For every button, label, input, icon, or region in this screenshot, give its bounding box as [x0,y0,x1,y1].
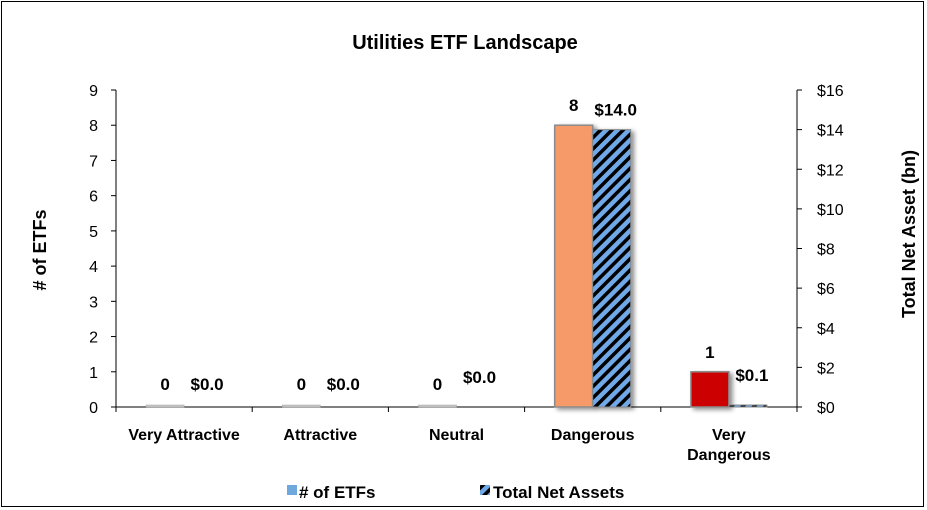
chart-title: Utilities ETF Landscape [352,32,578,54]
x-category-label: Very [712,427,746,444]
x-category-label: Attractive [283,427,357,444]
y-left-axis-title: # of ETFs [30,209,50,290]
y-left-tick-label: 2 [89,330,98,347]
legend-label-net-assets: Total Net Assets [493,483,624,502]
data-label-etf-count: 8 [569,96,578,115]
y-right-tick-label: $10 [817,202,844,219]
legend-swatch-etfs [287,485,297,495]
y-right-tick-label: $6 [817,281,835,298]
bar-etf-count [282,404,321,408]
bar-etf-count [145,404,185,408]
y-left-tick-label: 5 [89,224,98,241]
legend-label-etfs: # of ETFs [299,483,376,502]
y-left-tick-label: 6 [89,189,98,206]
chart-legend: # of ETFs Total Net Assets [287,483,624,502]
chart-ticks: 0 1 2 3 4 5 6 7 8 9 $0 $2 $4 $6 $8 $10 $12 $14 $16 [89,83,844,417]
y-right-tick-label: $12 [817,162,844,179]
y-right-tick-label: $2 [817,360,835,377]
x-category-label: Dangerous [551,427,635,444]
data-label-net-assets: $0.1 [735,366,768,385]
data-label-etf-count: 1 [705,343,714,362]
data-label-net-assets: $0.0 [327,375,360,394]
y-left-tick-label: 8 [89,118,98,135]
y-left-tick-label: 1 [89,365,98,382]
x-category-label: Neutral [429,427,484,444]
y-right-tick-label: $14 [817,123,844,140]
y-right-axis-title: Total Net Asset (bn) [899,150,919,318]
y-right-tick-label: $16 [817,83,844,100]
y-right-tick-label: $8 [817,242,835,259]
y-left-tick-label: 9 [89,83,98,100]
chart-categories: Very Attractive Attractive Neutral Dangerou… [128,427,770,464]
bar-etf-count [553,124,594,408]
data-label-net-assets: $0.0 [463,368,496,387]
bar-net-assets [728,404,768,408]
y-left-tick-label: 4 [89,259,98,276]
chart-data-labels: 0 $0.0 0 $0.0 0 $0.0 8 $14.0 1 $0.1 [160,96,768,394]
data-label-net-assets: $0.0 [191,375,224,394]
y-left-tick-label: 3 [89,294,98,311]
bar-etf-count [690,371,730,408]
y-left-tick-label: 0 [89,400,98,417]
bar-net-assets [592,129,632,408]
data-label-etf-count: 0 [297,375,306,394]
bar-etf-count [418,404,457,408]
y-left-tick-label: 7 [89,153,98,170]
chart-bars [145,124,768,408]
data-label-etf-count: 0 [160,375,169,394]
y-right-tick-label: $4 [817,321,835,338]
x-category-label: Very Attractive [128,427,240,444]
legend-swatch-net-assets [480,485,490,495]
data-label-etf-count: 0 [433,375,442,394]
chart-axes [115,90,798,412]
data-label-net-assets: $14.0 [594,101,637,120]
y-right-tick-label: $0 [817,400,835,417]
x-category-label: Dangerous [687,447,771,464]
